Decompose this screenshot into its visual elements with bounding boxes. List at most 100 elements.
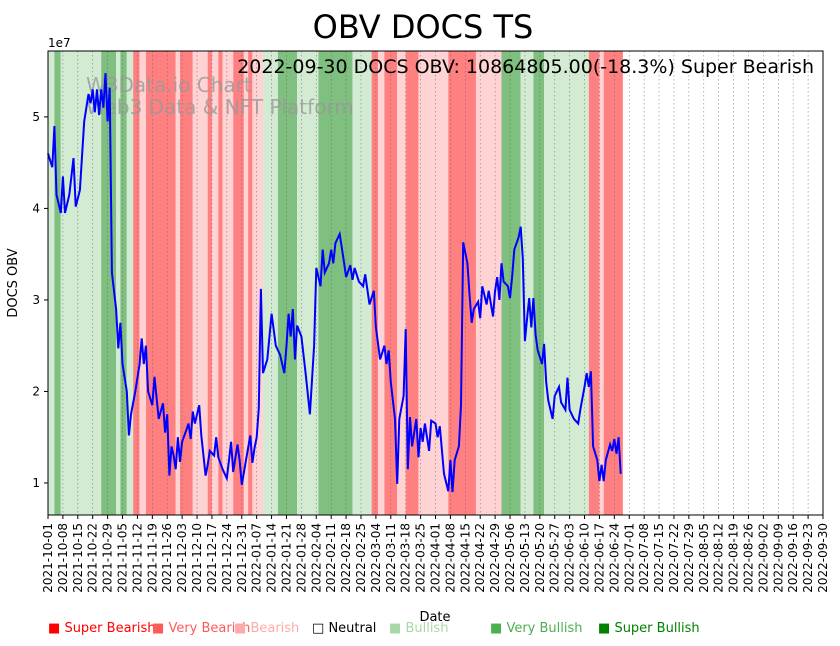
- obv-series-line: [47, 72, 622, 493]
- x-tick-label: 2022-01-14: [265, 523, 279, 593]
- background-band: [297, 51, 319, 515]
- legend-swatch-icon: ■: [490, 621, 503, 636]
- x-tick-label: 2021-12-31: [235, 523, 249, 593]
- legend-label: Very Bearish: [168, 621, 251, 636]
- legend-swatch-icon: ■: [152, 621, 165, 636]
- y-tick-label: 5: [32, 110, 40, 124]
- background-bands: [48, 51, 623, 515]
- x-tick-label: 2022-08-12: [712, 523, 726, 593]
- x-tick-label: 2021-12-17: [205, 523, 219, 593]
- x-tick-label: 2022-01-07: [250, 523, 264, 593]
- legend-label: Bullish: [405, 621, 449, 636]
- x-tick-label: 2022-05-06: [503, 523, 517, 593]
- y-tick-label: 2: [32, 384, 40, 398]
- background-band: [371, 51, 379, 515]
- background-band: [603, 51, 623, 515]
- y-tick-label: 3: [32, 293, 40, 307]
- background-band: [418, 51, 449, 515]
- x-axis: 2021-10-01 2021-10-08 2021-10-15 2021-10-22…: [41, 515, 830, 593]
- background-band: [145, 51, 176, 515]
- x-tick-label: 2022-06-03: [563, 523, 577, 593]
- y-axis: 1 2 3 4 5: [32, 110, 48, 490]
- x-tick-label: 2021-10-29: [101, 523, 115, 593]
- y-tick-label: 1: [32, 476, 40, 490]
- x-tick-label: 2022-08-19: [727, 523, 741, 593]
- y-axis-label: DOCS OBV: [6, 248, 21, 317]
- x-tick-label: 2022-07-01: [622, 523, 636, 593]
- background-band: [180, 51, 193, 515]
- x-tick-label: 2021-11-05: [116, 523, 130, 593]
- x-tick-label: 2022-05-27: [548, 523, 562, 593]
- legend-label: Neutral: [328, 621, 377, 636]
- legend-swatch-icon: ■: [598, 621, 611, 636]
- background-band: [60, 51, 102, 515]
- legend-item-neutral: □ Neutral: [312, 621, 376, 636]
- x-tick-label: 2021-10-08: [56, 523, 70, 593]
- legend-label: Super Bullish: [614, 621, 700, 636]
- background-band: [318, 51, 353, 515]
- background-band: [175, 51, 181, 515]
- background-band: [252, 51, 264, 515]
- legend-item-super-bearish: ■ Super Bearish: [48, 621, 156, 636]
- x-tick-label: 2022-07-22: [667, 523, 681, 593]
- x-tick-label: 2022-09-23: [801, 523, 815, 593]
- background-band: [120, 51, 127, 515]
- background-band: [207, 51, 212, 515]
- x-tick-label: 2021-12-03: [175, 523, 189, 593]
- legend-label: Bearish: [250, 621, 300, 636]
- x-tick-label: 2021-11-12: [130, 523, 144, 593]
- x-tick-label: 2022-09-16: [786, 523, 800, 593]
- x-tick-label: 2021-12-10: [190, 523, 204, 593]
- legend-label: Super Bearish: [64, 621, 156, 636]
- watermark-line-1: W3Data.io Chart: [86, 73, 252, 97]
- legend-swatch-icon: ■: [234, 621, 247, 636]
- x-axis-label: Date: [419, 610, 450, 625]
- legend-item-bearish: ■ Bearish: [234, 621, 299, 636]
- x-tick-label: 2022-02-11: [324, 523, 338, 593]
- background-band: [139, 51, 146, 515]
- chart-title: OBV DOCS TS: [313, 8, 534, 46]
- x-tick-label: 2022-06-17: [592, 523, 606, 593]
- background-band: [222, 51, 234, 515]
- x-tick-label: 2022-09-30: [816, 523, 830, 593]
- legend: ■ Super Bearish ■ Very Bearish ■ Bearish…: [48, 621, 828, 639]
- x-tick-label: 2022-04-15: [458, 523, 472, 593]
- background-band: [263, 51, 278, 515]
- x-tick-label: 2022-02-18: [339, 523, 353, 593]
- vertical-gridlines: [47, 51, 824, 515]
- background-band: [248, 51, 253, 515]
- x-tick-label: 2022-07-29: [682, 523, 696, 593]
- x-tick-label: 2022-03-04: [369, 523, 383, 593]
- background-band: [48, 51, 55, 515]
- legend-label: Very Bullish: [506, 621, 583, 636]
- background-band: [520, 51, 534, 515]
- background-band: [533, 51, 545, 515]
- x-tick-label: 2022-02-25: [354, 523, 368, 593]
- background-band: [233, 51, 244, 515]
- x-tick-label: 2021-10-15: [71, 523, 85, 593]
- chart-annotation: 2022-09-30 DOCS OBV: 10864805.00(-18.3%)…: [237, 56, 814, 78]
- x-tick-label: 2022-09-02: [756, 523, 770, 593]
- x-tick-label: 2022-07-15: [652, 523, 666, 593]
- legend-swatch-icon: ■: [389, 621, 402, 636]
- background-band: [588, 51, 600, 515]
- background-band: [378, 51, 385, 515]
- background-band: [544, 51, 589, 515]
- y-multiplier-label: 1e7: [48, 36, 71, 50]
- background-band: [133, 51, 140, 515]
- background-band: [218, 51, 223, 515]
- background-band: [54, 51, 61, 515]
- x-tick-label: 2022-04-29: [488, 523, 502, 593]
- y-tick-label: 4: [32, 201, 40, 215]
- legend-item-bullish: ■ Bullish: [389, 621, 448, 636]
- x-tick-label: 2022-02-04: [309, 523, 323, 593]
- x-tick-label: 2022-05-13: [518, 523, 532, 593]
- background-band: [599, 51, 604, 515]
- x-tick-label: 2021-11-19: [145, 523, 159, 593]
- x-tick-label: 2022-07-08: [637, 523, 651, 593]
- x-tick-label: 2021-10-01: [41, 523, 55, 593]
- x-tick-label: 2021-11-26: [160, 523, 174, 593]
- x-tick-label: 2022-03-25: [414, 523, 428, 593]
- x-tick-label: 2022-06-24: [607, 523, 621, 593]
